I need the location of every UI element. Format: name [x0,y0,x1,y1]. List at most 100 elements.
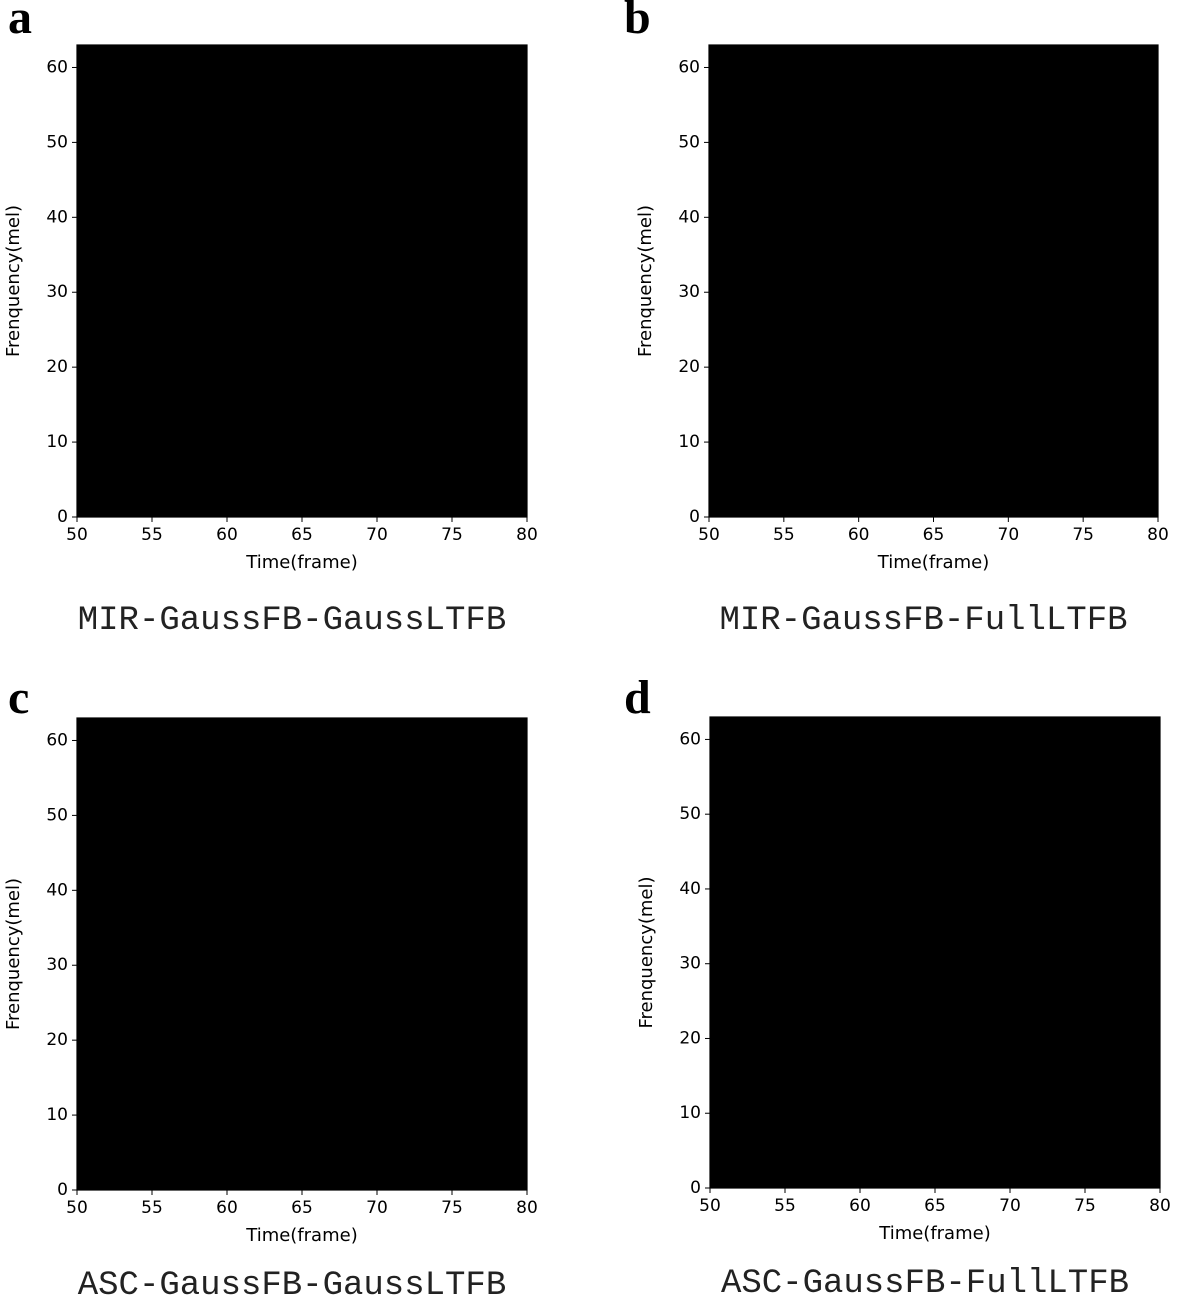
x-tick-label: 50 [698,525,720,545]
heat-cell [860,930,935,938]
heat-cell [709,59,1158,64]
plot-area [77,718,527,1190]
heat-cell [905,885,995,893]
heat-cell [911,74,934,84]
heat-cell [860,1079,920,1088]
heat-cell [995,1053,1100,1061]
y-tick-label: 40 [46,207,68,227]
x-tick-label: 80 [516,1198,538,1218]
x-tick-label: 50 [66,1198,88,1218]
x-tick-label: 60 [216,525,238,545]
heat-cell [950,1109,1040,1117]
heat-cell [276,806,299,825]
x-tick-label: 55 [774,1196,796,1216]
heat-cell [709,45,1158,50]
y-tick-label: 10 [46,1105,68,1125]
x-tick-label: 70 [366,1198,388,1218]
panel-letter: c [8,671,29,724]
x-tick-label: 55 [141,1198,163,1218]
heat-cell [815,885,845,893]
y-tick-label: 50 [679,804,701,824]
x-tick-label: 65 [291,1198,313,1218]
heat-cell [800,1139,890,1147]
heat-cell [815,862,860,871]
heat-cell [740,1094,815,1103]
y-tick-label: 10 [678,432,700,452]
panel-caption: MIR-GaussFB-FullLTFB [719,602,1127,640]
x-axis-label: Time(frame) [877,552,989,573]
panel-caption: MIR-GaussFB-GaussLTFB [78,602,506,640]
x-tick-label: 80 [1149,1196,1171,1216]
y-tick-label: 20 [679,1028,701,1048]
x-tick-label: 75 [1072,525,1094,545]
heat-cell [770,1053,845,1061]
heat-cell [1025,1161,1115,1170]
x-tick-label: 70 [366,525,388,545]
y-tick-label: 20 [46,357,68,377]
x-tick-label: 65 [924,1196,946,1216]
heat-cell [890,974,950,983]
y-tick-label: 30 [46,955,68,975]
y-tick-label: 50 [678,132,700,152]
heat-cell [242,45,332,53]
y-tick-label: 0 [690,1178,701,1198]
y-tick-label: 0 [689,507,700,527]
plot-area [709,45,1158,517]
y-tick-label: 40 [679,879,701,899]
x-axis-label: Time(frame) [245,1225,357,1246]
x-axis-label: Time(frame) [245,552,357,573]
x-tick-label: 60 [216,1198,238,1218]
x-tick-label: 75 [1074,1196,1096,1216]
y-tick-label: 40 [46,880,68,900]
y-tick-label: 0 [57,507,68,527]
heat-cell [710,997,815,1005]
plot-background [710,717,1160,1188]
y-tick-label: 0 [57,1180,68,1200]
y-axis-label: Frenquency(mel) [635,205,656,357]
y-tick-label: 50 [46,805,68,825]
panel-caption: ASC-GaussFB-GaussLTFB [78,1267,506,1302]
y-tick-label: 40 [678,207,700,227]
heat-cell [725,735,800,744]
y-tick-label: 60 [678,57,700,77]
heat-cell [815,802,845,811]
x-tick-label: 70 [998,525,1020,545]
heat-cell [276,89,298,517]
plot-area [77,45,527,517]
heat-cell [920,1053,965,1061]
x-tick-label: 55 [773,525,795,545]
y-tick-label: 30 [46,282,68,302]
x-tick-label: 55 [141,525,163,545]
panel-letter: d [624,671,651,724]
y-axis-label: Frenquency(mel) [3,878,24,1030]
heat-cell [950,817,995,826]
heat-cell [755,1169,830,1177]
y-tick-label: 60 [46,730,68,750]
heat-cell [1055,817,1145,826]
heat-cell [980,847,1085,856]
x-tick-label: 70 [999,1196,1021,1216]
x-tick-label: 50 [699,1196,721,1216]
panel-letter: b [624,0,651,44]
heat-cell [279,72,295,81]
heat-cell [905,802,965,811]
heat-cell [740,817,860,826]
x-axis-label: Time(frame) [878,1223,990,1244]
x-tick-label: 60 [848,525,870,545]
panel-letter: a [8,0,32,44]
heat-cell [785,802,800,811]
x-tick-label: 80 [516,525,538,545]
y-axis-label: Frenquency(mel) [3,205,24,357]
y-tick-label: 10 [46,432,68,452]
panel-caption: ASC-GaussFB-FullLTFB [721,1265,1129,1302]
y-axis-label: Frenquency(mel) [636,876,657,1028]
heat-cell [1040,885,1100,893]
y-tick-label: 20 [46,1030,68,1050]
y-tick-label: 60 [46,57,68,77]
x-tick-label: 75 [441,525,463,545]
y-tick-label: 30 [678,282,700,302]
plot-background [709,45,1158,517]
y-tick-label: 30 [679,954,701,974]
heat-cell [950,758,1070,766]
